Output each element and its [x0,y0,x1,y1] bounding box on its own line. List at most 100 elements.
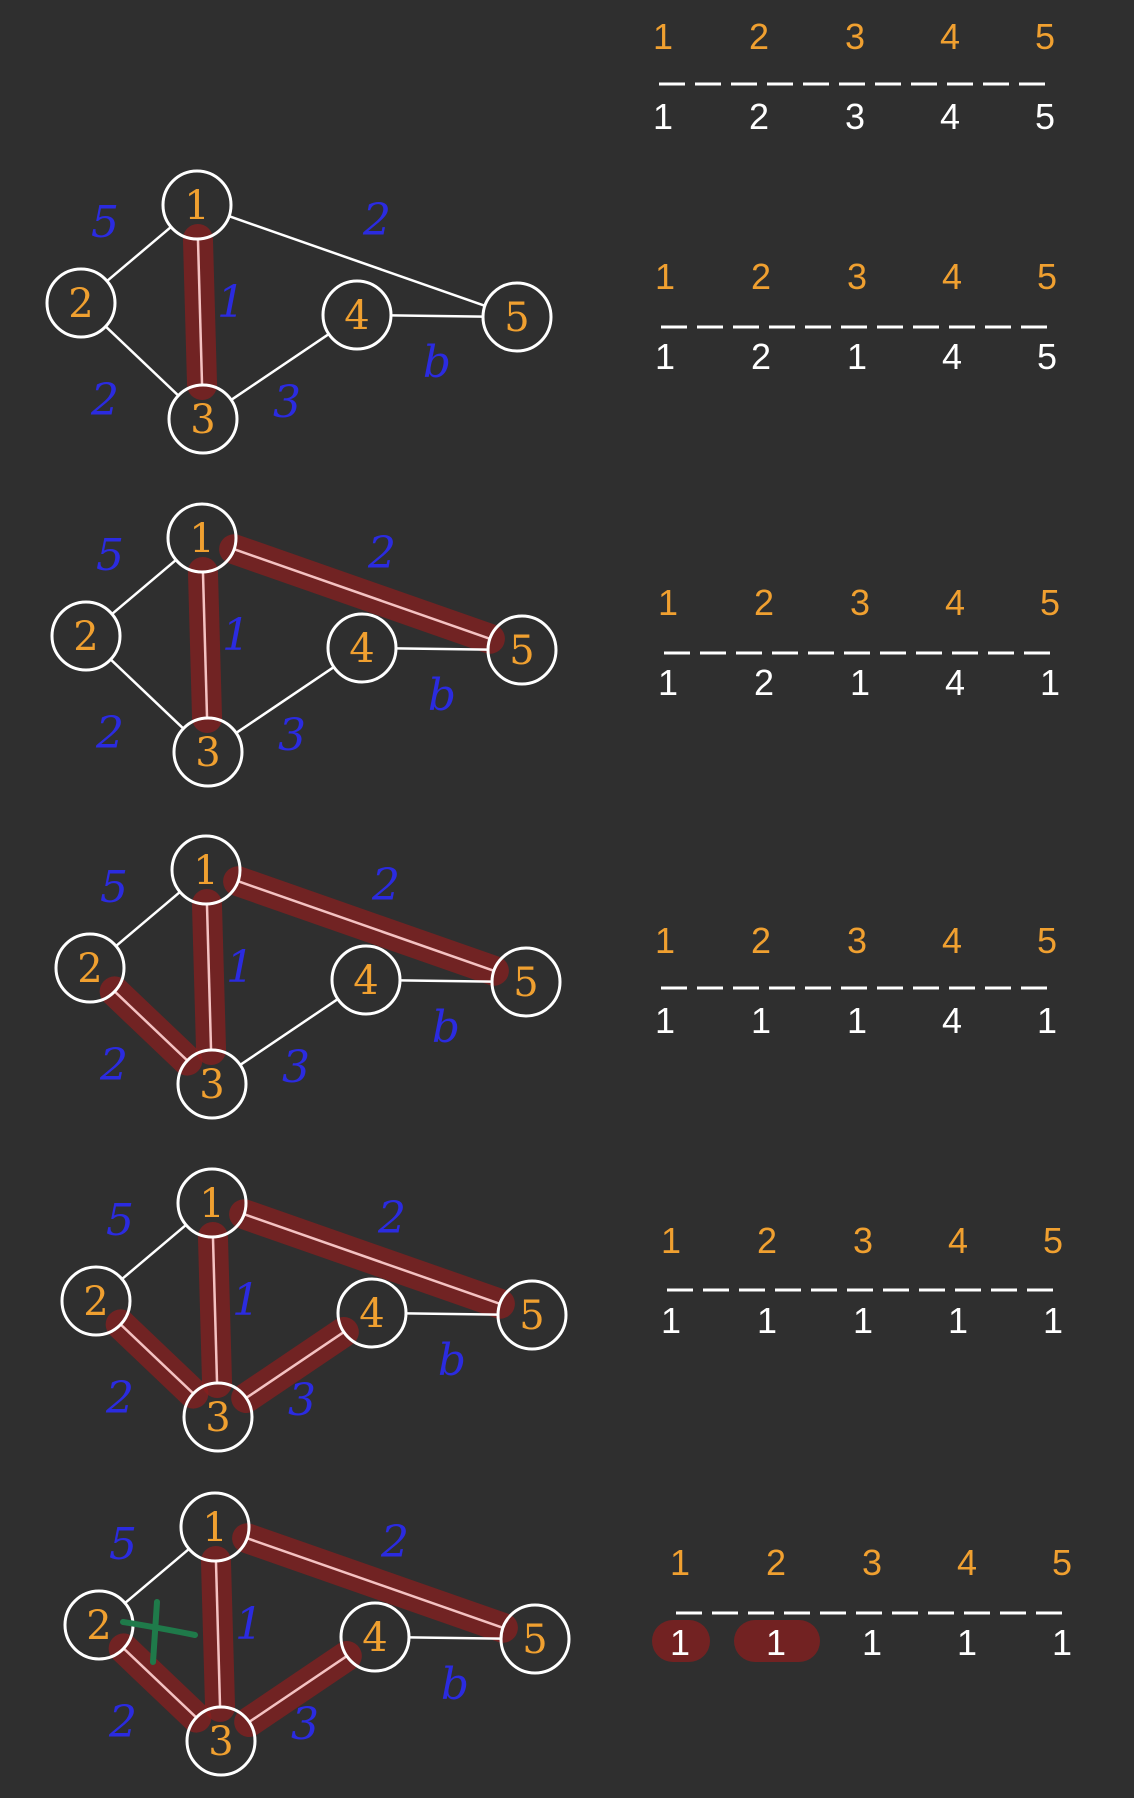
table-value-cell: 1 [1037,1000,1057,1041]
edge-weight-4-5: b [428,670,456,721]
cross-mark-1-2 [150,1599,160,1665]
table-value-cell: 4 [942,1000,962,1041]
node-label-5: 5 [522,1617,547,1663]
table-value-cell: 4 [942,336,962,377]
edge-weight-1-2: 5 [91,197,119,248]
table-value-cell: 3 [845,96,865,137]
node-label-5: 5 [509,628,534,674]
edge-weight-1-5: 2 [371,860,400,911]
node-label-4: 4 [344,293,369,339]
node-label-2: 2 [73,614,98,660]
node-4 [330,944,402,1016]
table-value-cell: 1 [661,1300,681,1341]
node-3 [167,383,239,455]
node-2 [50,600,122,672]
node-label-5: 5 [513,960,538,1006]
edge-weight-2-3: 2 [90,375,119,426]
node-label-3: 3 [199,1062,224,1108]
table-header-cell: 3 [853,1220,873,1261]
table-header-cell: 1 [670,1542,690,1583]
edge-3-4 [230,332,330,402]
edge-weight-1-3: 1 [222,610,250,661]
table-value-cell: 1 [853,1300,873,1341]
node-label-3: 3 [190,397,215,443]
node-1 [170,834,242,906]
edge-weight-2-3: 2 [105,1373,134,1424]
edge-3-4 [235,665,335,735]
table-value-cell: 2 [749,96,769,137]
table-value-cell: 5 [1035,96,1055,137]
edge-weight-1-5: 2 [362,195,391,246]
node-label-5: 5 [504,295,529,341]
parent-table-5: 1 2 3 4 5 1 1 1 1 1 [652,1542,1072,1663]
table-header-cell: 3 [847,256,867,297]
table-header-cell: 2 [751,256,771,297]
node-2 [45,267,117,339]
edge-3-4 [245,1330,345,1400]
table-value-cell: 1 [751,1000,771,1041]
edge-weight-1-5: 2 [380,1517,409,1568]
edge-weight-1-2: 5 [109,1519,137,1570]
parent-table-1: 1 2 3 4 5 1 2 1 4 5 [655,256,1057,377]
node-3 [182,1381,254,1453]
table-value-cell: 4 [940,96,960,137]
table-header-cell: 1 [658,582,678,623]
node-5 [481,281,553,353]
edge-4-5 [395,647,489,651]
table-header-cell: 2 [751,920,771,961]
table-value-cell: 1 [862,1622,882,1663]
table-value-cell: 1 [1043,1300,1063,1341]
node-label-4: 4 [362,1615,387,1661]
node-label-4: 4 [353,958,378,1004]
node-label-5: 5 [519,1293,544,1339]
edge-4-5 [390,314,484,318]
edge-2-3 [122,1647,198,1719]
edge-1-5 [243,1213,501,1305]
edge-weight-4-5: b [441,1659,469,1710]
edge-1-2 [111,558,177,616]
table-value-cell: 1 [757,1300,777,1341]
node-2 [54,932,126,1004]
value-highlight-1 [652,1620,710,1662]
node-1 [176,1167,248,1239]
cross-mark-stroke-1-2 [120,1619,198,1638]
edge-weight-3-4: 3 [273,377,301,428]
edge-1-2 [121,1223,187,1281]
table-header-cell: 4 [948,1220,968,1261]
edge-weight-3-4: 3 [291,1699,319,1750]
edge-weight-1-3: 1 [217,277,245,328]
node-2 [60,1265,132,1337]
edge-1-2 [115,890,181,948]
node-label-2: 2 [77,946,102,992]
edge-1-5 [233,548,491,640]
edge-4-5 [399,979,493,983]
node-5 [486,614,558,686]
table-header-cell: 3 [850,582,870,623]
table-header-cell: 2 [766,1542,786,1583]
edge-2-3 [109,658,185,730]
table-value-cell: 1 [847,336,867,377]
node-label-1: 1 [184,183,209,229]
edge-1-3 [214,1560,222,1708]
table-value-cell: 1 [1052,1622,1072,1663]
edge-4-5 [405,1312,499,1316]
node-label-4: 4 [349,626,374,672]
edge-2-3 [113,990,189,1062]
table-header-cell: 5 [1040,582,1060,623]
table-header-cell: 5 [1037,256,1057,297]
table-header-cell: 1 [655,920,675,961]
edge-1-2 [106,225,172,283]
edge-weight-2-3: 2 [95,708,124,759]
node-1 [179,1491,251,1563]
node-label-1: 1 [189,516,214,562]
edge-weight-1-3: 1 [232,1275,260,1326]
table-value-cell: 1 [670,1622,690,1663]
table-header-cell: 4 [942,920,962,961]
edge-1-3 [211,1236,219,1384]
parent-table-3: 1 2 3 4 5 1 1 1 4 1 [655,920,1057,1041]
edge-3-4 [239,997,339,1067]
edge-weight-1-3: 1 [235,1599,263,1650]
edge-weight-1-2: 5 [106,1195,134,1246]
